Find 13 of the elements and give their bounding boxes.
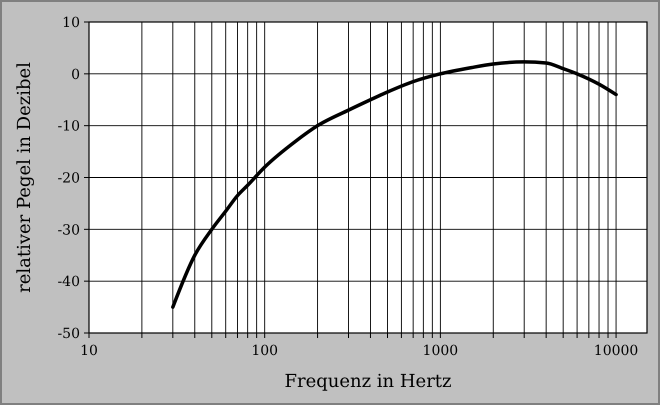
y-tick-label: -30	[57, 222, 80, 238]
y-tick-label: -10	[57, 118, 80, 135]
x-tick-label: 10000	[594, 343, 638, 359]
y-tick-label: -50	[57, 326, 80, 342]
x-axis-title: Frequenz in Hertz	[284, 371, 452, 392]
y-tick-label: -40	[57, 274, 80, 290]
y-axis-title: relativer Pegel in Dezibel	[14, 62, 35, 293]
y-tick-label: -20	[57, 170, 80, 186]
y-tick-label: 0	[71, 66, 80, 83]
x-tick-label: 10	[80, 343, 98, 359]
x-tick-label: 1000	[422, 343, 458, 359]
x-tick-label: 100	[251, 343, 278, 359]
y-tick-label: 10	[62, 15, 80, 31]
